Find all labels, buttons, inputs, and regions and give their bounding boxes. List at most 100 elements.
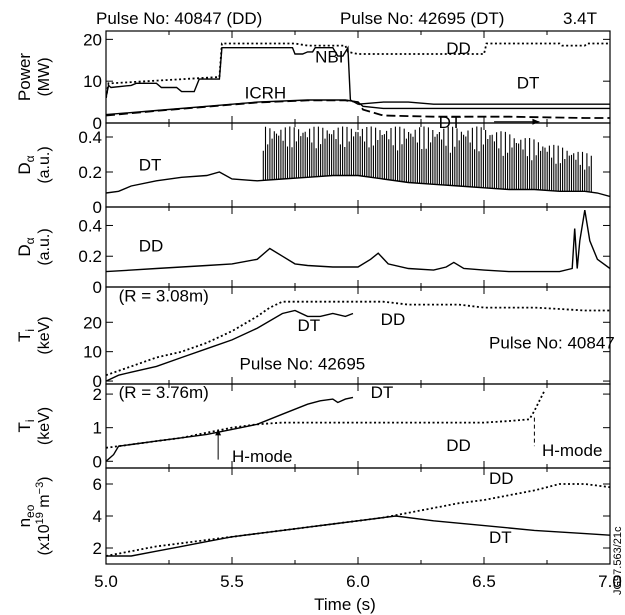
annotation-label: ICRH [245,84,287,103]
y-axis-title-subscript: i [23,419,37,422]
y-tick-label: 0.4 [78,216,102,235]
y-tick-label: 6 [93,475,102,494]
y-axis-unit: (keV) [36,407,53,445]
annotation-label: H-mode [232,447,292,466]
y-tick-label: 2 [93,539,102,558]
panel-frame [105,206,611,288]
y-axis-title-subscript: i [23,329,37,332]
y-axis-unit-text: (x10 [36,524,53,555]
annotation-label: DT [298,316,321,335]
y-axis-title-main: D [15,162,34,174]
y-axis-unit-text: (MW) [36,57,53,96]
annotation-label: (R = 3.76m) [119,383,209,402]
annotation-label: DD [139,237,164,256]
x-tick-label: 6.0 [346,572,370,591]
y-axis-unit: (a.u.) [36,146,53,183]
y-axis-unit-text: (keV) [36,316,53,354]
y-axis-title: Ti [15,419,37,432]
y-axis-title: Dα [15,237,37,256]
y-tick-label: 0.4 [78,128,102,147]
series-icrh-dd-line [106,99,610,119]
series-dd-line [106,390,546,449]
y-axis-unit: (a.u.) [36,228,53,265]
y-axis-unit-end: ) [36,476,53,481]
panel-series-group [106,483,610,557]
panel-frame [105,467,611,565]
series-nbi-line [106,45,610,105]
annotation-label: NBI [315,47,343,66]
annotation-label: DD [446,39,471,58]
annotation-label: DT [371,383,394,402]
series-dt-line [106,515,610,557]
annotation-label: DD [446,436,471,455]
header-pulse-dd: Pulse No: 40847 (DD) [96,9,262,28]
y-axis-title-main: T [15,422,34,432]
annotation-label: DT [489,528,512,547]
x-axis-label: Time (s) [314,595,376,614]
y-axis-title-main: T [15,332,34,342]
y-tick-label: 20 [83,313,102,332]
y-tick-label: 0 [93,278,102,297]
y-axis-title: Dα [15,155,37,174]
panel-series-group [106,42,610,119]
y-axis-title: Ti [15,329,37,342]
x-tick-label: 6.5 [472,572,496,591]
y-tick-label: 4 [93,507,102,526]
figure-code: JG97.563/21c [612,526,624,595]
y-tick-label: 0 [93,372,102,391]
y-axis-unit-rest: m [36,494,53,512]
y-tick-label: 2 [93,385,102,404]
y-tick-label: 1 [93,419,102,438]
annotation-label: Pulse No: 42695 [240,354,366,373]
panel-series-group [106,209,610,273]
y-axis-unit-sup: 19 [34,512,46,524]
y-axis-unit-text: (a.u.) [36,228,53,265]
header-pulse-dt: Pulse No: 42695 (DT) [340,9,504,28]
y-axis-title-main: D [15,244,34,256]
y-axis-title-main: Power [15,53,34,102]
series-dd-line [106,300,610,377]
header: Pulse No: 40847 (DD) Pulse No: 42695 (DT… [96,9,597,28]
y-axis-title-subscript: α [23,237,37,244]
panel-series-group [106,390,546,462]
y-axis-unit-sup2: −3 [34,482,46,495]
x-tick-label: 5.0 [94,572,118,591]
hmode-pointer-head [215,429,222,436]
annotation-label: H-mode [542,441,602,460]
dt-arrow-head [532,118,540,125]
panel-series-group [106,300,610,382]
series-dt-line [106,309,354,382]
y-axis-unit-text: (keV) [36,407,53,445]
panel-ti_edge: 0 1 2 Ti (keV) (R = 3.76m) DT DD H-mode H-mode [15,383,611,471]
series-dt-line [106,396,354,462]
annotation-label: (R = 3.08m) [119,287,209,306]
y-tick-label: 0.2 [78,163,102,182]
y-tick-label: 10 [83,343,102,362]
x-tick-label: 5.5 [220,572,244,591]
y-axis-unit: (MW) [36,57,53,96]
series-dd-line [106,209,610,273]
annotation-label: DT [517,74,540,93]
y-tick-label: 0 [93,198,102,217]
y-tick-label: 0.2 [78,247,102,266]
y-tick-label: 10 [83,72,102,91]
series-dd-line [106,483,610,557]
y-tick-label: 20 [83,30,102,49]
y-axis-title-subscript: eo [23,504,37,518]
panel-series-group [106,126,610,198]
annotation-label: DT [139,155,162,174]
y-axis-unit: (x1019 m−3) [34,476,53,555]
x-tick-label: 7.0 [598,572,622,591]
y-axis-unit-text: (a.u.) [36,146,53,183]
y-tick-label: 0 [93,114,102,133]
annotation-label: DD [381,310,406,329]
panel-dalpha_dd: 0 0.2 0.4 Dα (a.u.) DD [15,206,611,297]
panel-dalpha_dt: 0 0.2 0.4 Dα (a.u.) DT [15,122,611,217]
annotation-label: Pulse No: 40847 [489,334,615,353]
header-field: 3.4T [563,9,597,28]
series-elm-spikes [262,126,592,193]
